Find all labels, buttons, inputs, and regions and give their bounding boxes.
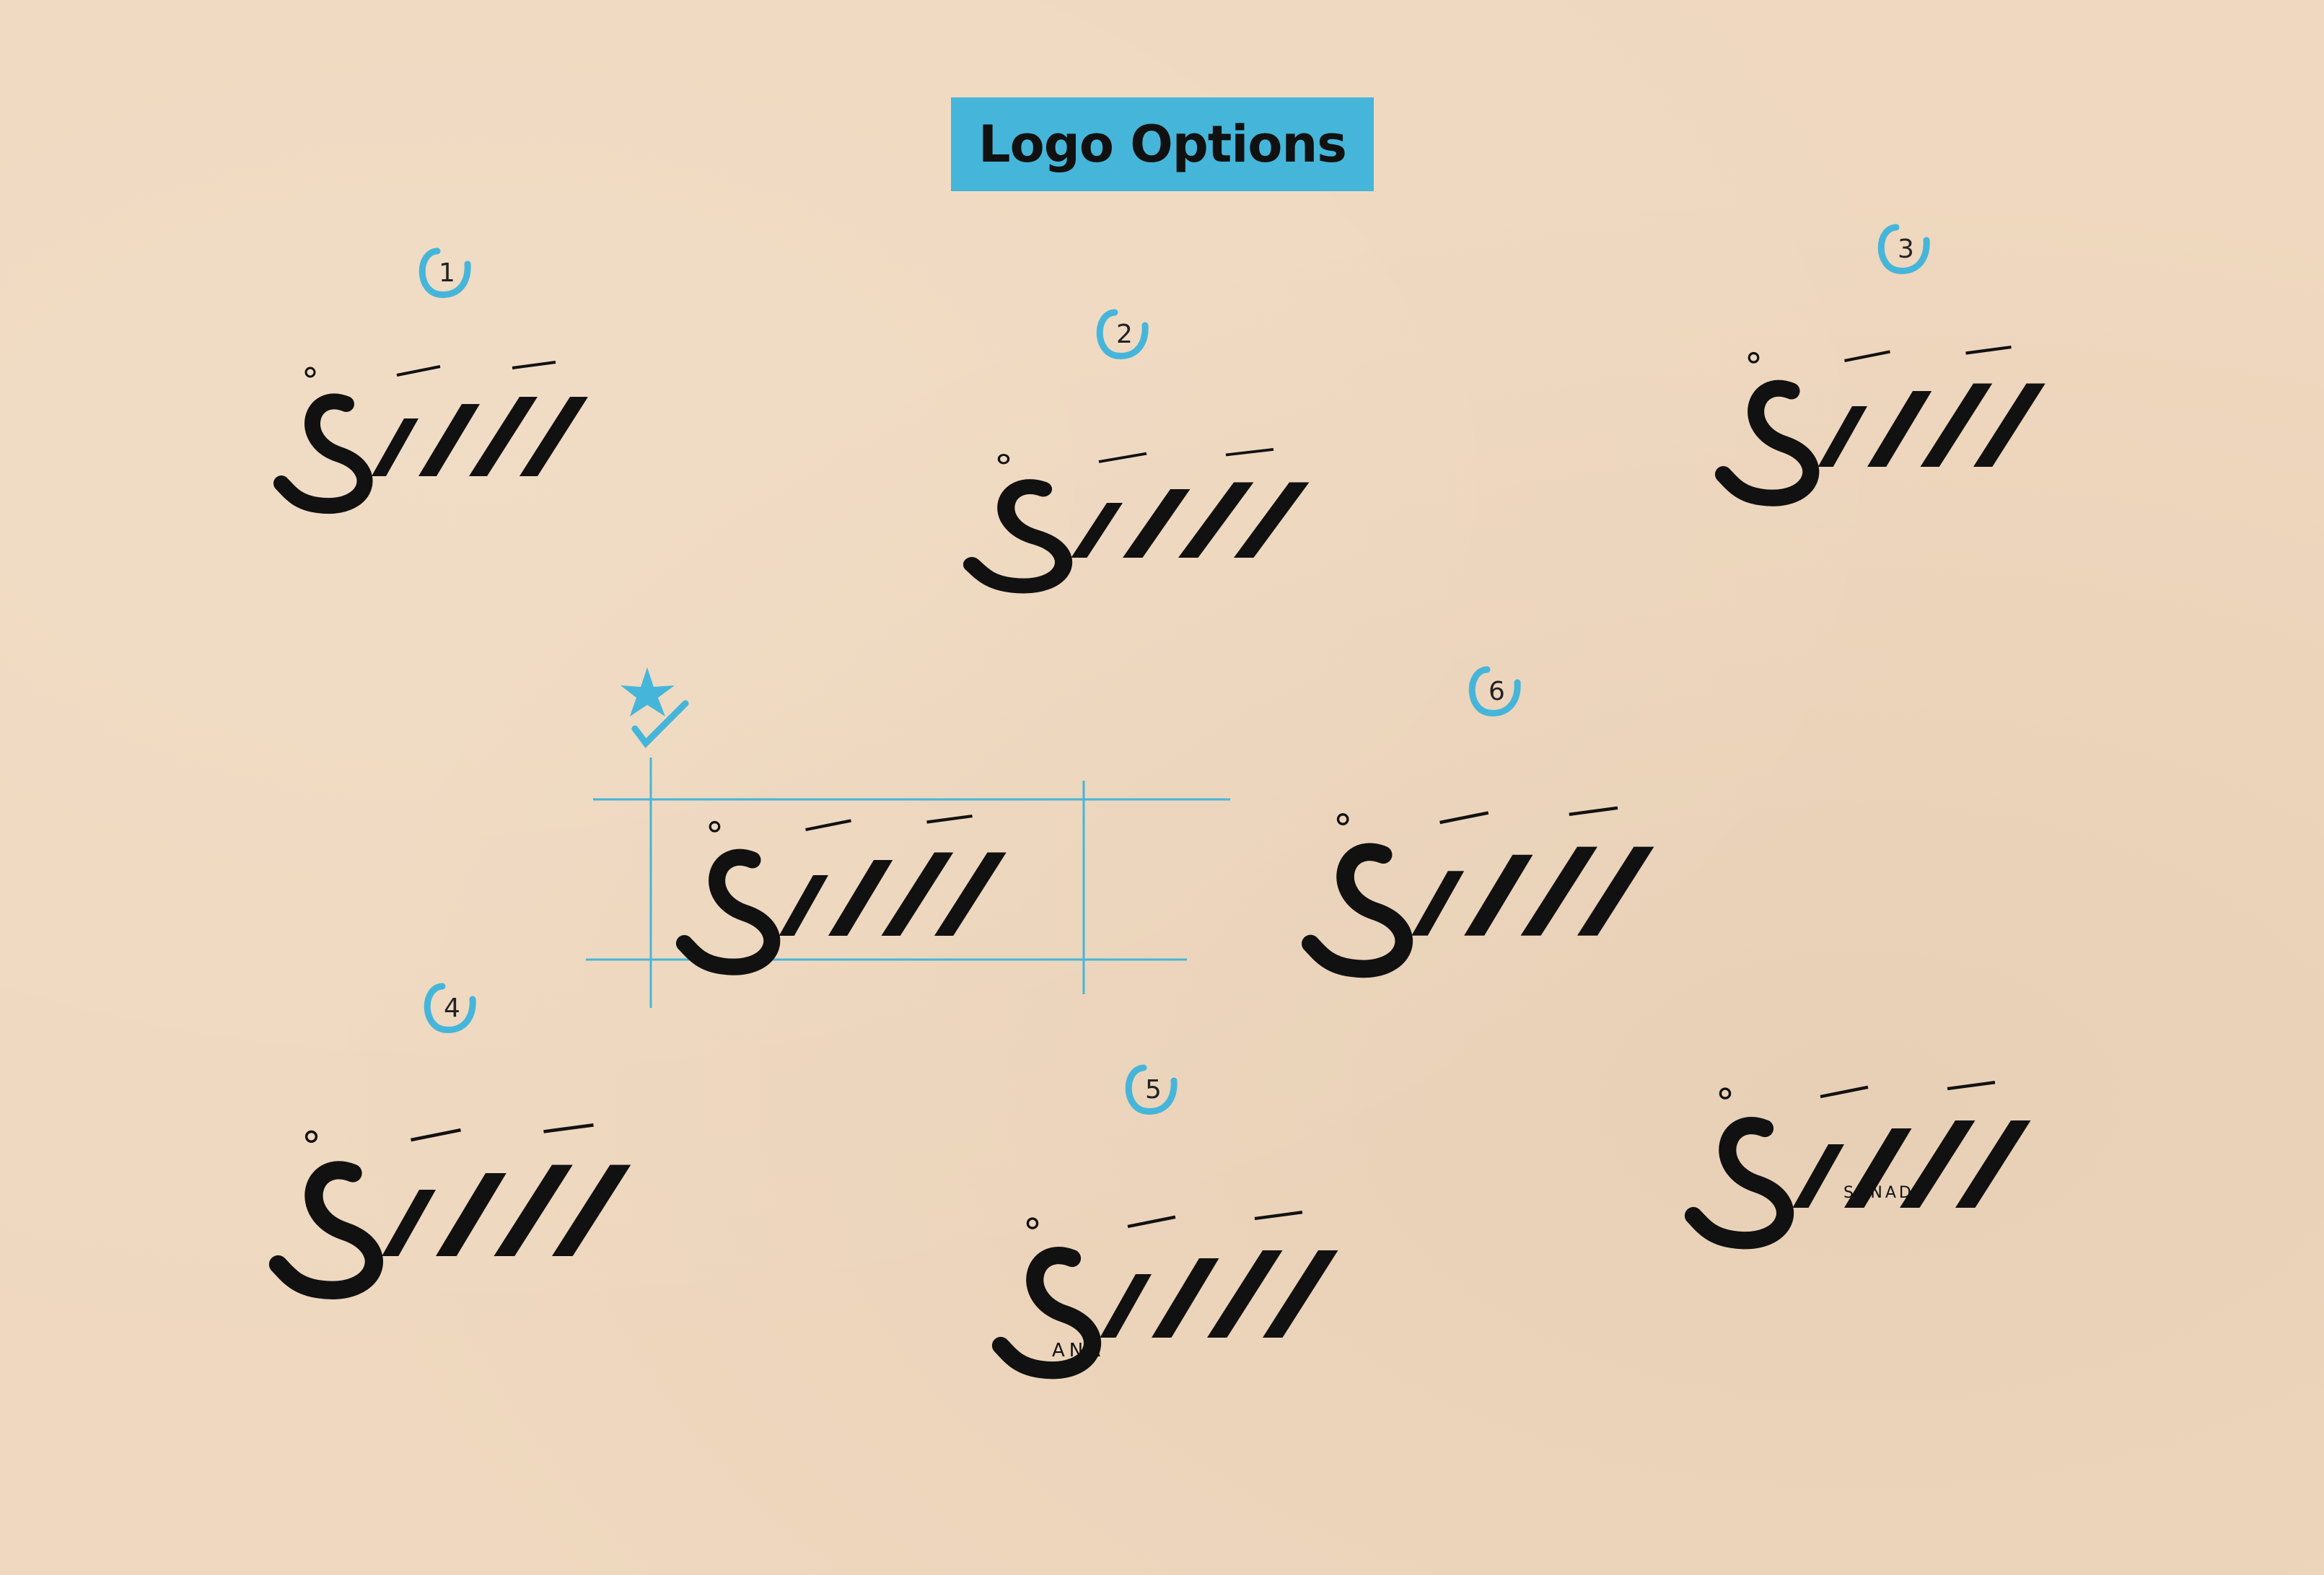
logo-option-2[interactable]: 2 — [972, 312, 1310, 586]
title-banner: Logo Options — [951, 97, 1374, 191]
option-6-glyph — [1310, 808, 1654, 969]
option-5-number-marker: 5 — [1128, 1068, 1174, 1111]
option-1-glyph — [281, 362, 588, 506]
option-7-caption: SANAD — [1843, 1184, 1914, 1202]
guide-frame — [586, 758, 1230, 1008]
option-7-glyph — [1693, 1082, 2031, 1240]
logo-option-1[interactable]: 1 — [281, 251, 588, 506]
page-title: Logo Options — [978, 115, 1347, 174]
option-6-label: 6 — [1488, 677, 1505, 706]
logo-option-chosen[interactable] — [586, 667, 1230, 1008]
option-2-number-marker: 2 — [1100, 312, 1145, 356]
logo-option-6[interactable]: 6 — [1310, 670, 1654, 969]
option-3-number-marker: 3 — [1881, 227, 1926, 271]
option-3-label: 3 — [1898, 234, 1914, 264]
logo-option-4[interactable]: 4 — [279, 986, 631, 1290]
chosen-glyph — [685, 816, 1007, 967]
option-5-label: 5 — [1145, 1075, 1162, 1105]
option-3-glyph — [1724, 347, 2045, 498]
option-1-number-marker: 1 — [422, 251, 468, 294]
option-4-number-marker: 4 — [427, 986, 473, 1030]
logo-option-7[interactable]: SANAD — [1693, 1082, 2031, 1240]
option-6-number-marker: 6 — [1472, 670, 1517, 713]
option-4-glyph — [279, 1125, 631, 1290]
option-2-label: 2 — [1116, 320, 1133, 349]
logo-option-5[interactable]: 5 ANA — [1001, 1068, 1338, 1370]
option-5-caption: ANA — [1052, 1340, 1105, 1361]
option-1-label: 1 — [439, 258, 455, 288]
logo-option-3[interactable]: 3 — [1724, 227, 2045, 498]
option-4-label: 4 — [444, 993, 460, 1023]
star-check-icon — [621, 667, 689, 748]
option-2-glyph — [972, 449, 1310, 586]
